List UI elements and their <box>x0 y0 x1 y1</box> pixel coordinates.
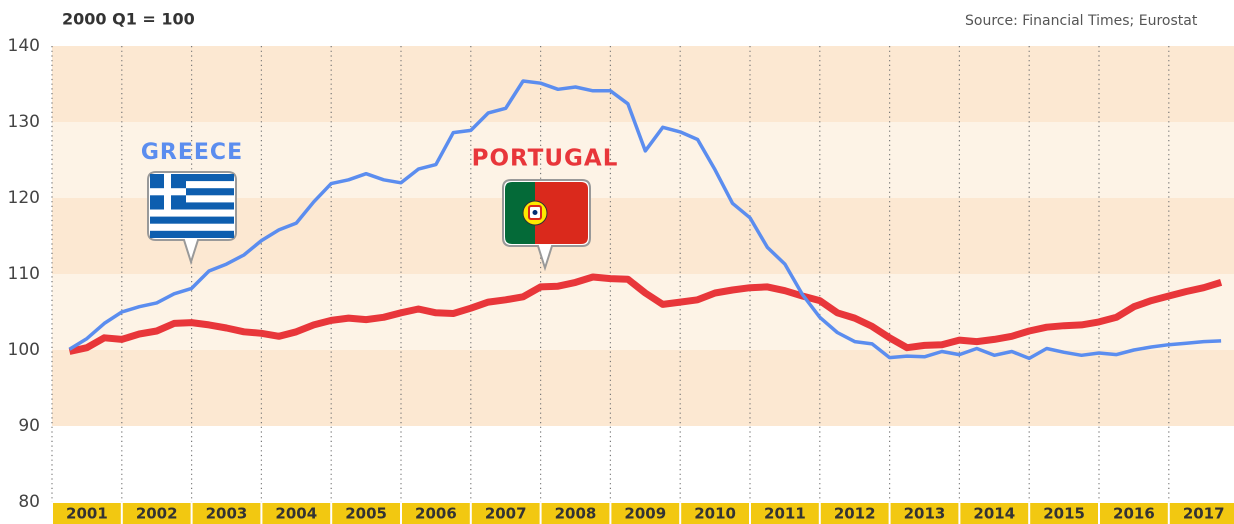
band <box>52 46 1234 122</box>
x-tick-cell <box>53 503 121 524</box>
band <box>52 122 1234 198</box>
x-tick-label: 2005 <box>345 505 387 523</box>
x-tick-cell <box>541 503 610 524</box>
x-tick-label: 2003 <box>206 505 248 523</box>
band <box>52 274 1234 350</box>
x-tick-cell <box>751 503 819 524</box>
background: 80 90 100 110 120 130 140 2001 2002 2003 2004 2005 2… <box>8 36 1234 524</box>
annotation: PORTUGAL <box>472 146 619 172</box>
x-tick-label: 2008 <box>555 505 597 523</box>
y-tick-label: 100 <box>8 340 40 360</box>
x-tick-label: 2014 <box>973 505 1015 523</box>
x-tick-cell <box>262 503 331 524</box>
x-tick-cell <box>402 503 470 524</box>
annotation: GREECE <box>141 140 243 165</box>
x-tick-cell <box>1030 503 1098 524</box>
band <box>52 350 1234 426</box>
x-tick-label: 2010 <box>694 505 736 523</box>
y-tick-label: 110 <box>8 264 40 284</box>
x-tick-label: 2001 <box>66 505 108 523</box>
x-tick-label: 2009 <box>624 505 666 523</box>
series-line <box>68 79 1222 361</box>
series-line <box>68 273 1223 355</box>
x-tick-label: 2002 <box>136 505 178 523</box>
x-tick-cell <box>192 503 261 524</box>
y-tick-label: 140 <box>8 36 40 56</box>
subtitle: 2000 Q1 = 100 <box>62 10 195 29</box>
x-tick-cell <box>471 503 540 524</box>
x-tick-cell <box>122 503 191 524</box>
y-tick-label: 80 <box>18 492 40 512</box>
x-tick-label: 2012 <box>834 505 876 523</box>
band <box>52 426 1234 502</box>
source: Source: Financial Times; Eurostat <box>965 13 1198 29</box>
band <box>52 198 1234 274</box>
x-tick-cell <box>820 503 889 524</box>
x-tick-label: 2011 <box>764 505 806 523</box>
x-tick-label: 2015 <box>1043 505 1085 523</box>
x-tick-cell <box>611 503 680 524</box>
y-tick-label: 130 <box>8 112 40 132</box>
x-tick-cell <box>960 503 1029 524</box>
x-tick-cell <box>681 503 749 524</box>
x-tick-cell <box>1100 503 1168 524</box>
greece-flag <box>147 171 237 266</box>
x-tick-cell <box>1169 503 1234 524</box>
x-tick-label: 2004 <box>275 505 317 523</box>
portugal-flag <box>502 179 591 272</box>
x-tick-label: 2007 <box>485 505 527 523</box>
x-tick-label: 2016 <box>1113 505 1155 523</box>
y-tick-label: 90 <box>18 416 40 436</box>
plot <box>68 79 1223 361</box>
x-tick-label: 2013 <box>904 505 946 523</box>
y-tick-label: 120 <box>8 188 40 208</box>
x-tick-label: 2017 <box>1183 505 1225 523</box>
x-tick-label: 2006 <box>415 505 457 523</box>
x-tick-cell <box>332 503 400 524</box>
x-tick-cell <box>890 503 959 524</box>
